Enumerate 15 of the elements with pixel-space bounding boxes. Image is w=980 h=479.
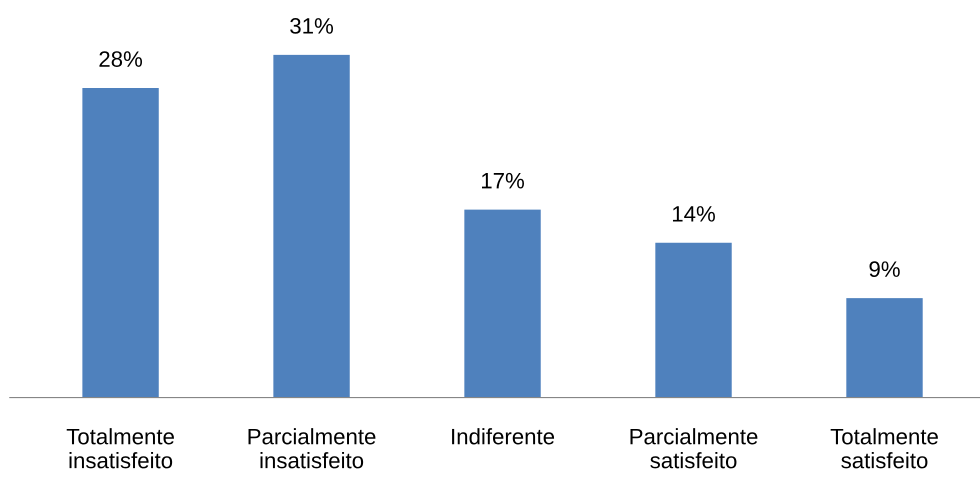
data-label: 17% xyxy=(482,172,524,188)
x-tick-label: Totalmente satisfeito xyxy=(830,428,938,468)
data-label: 28% xyxy=(99,51,142,67)
data-label: 31% xyxy=(290,18,334,34)
bar xyxy=(846,298,923,398)
x-tick-label: Parcialmente satisfeito xyxy=(630,428,758,468)
bar xyxy=(464,210,541,398)
bar xyxy=(273,54,350,398)
bar xyxy=(82,88,159,398)
x-tick-label: Totalmente insatisfeito xyxy=(66,428,174,468)
bar xyxy=(655,242,732,398)
data-label: 9% xyxy=(869,261,900,278)
data-label: 14% xyxy=(672,206,715,222)
x-tick-label: Parcialmente insatisfeito xyxy=(248,428,376,468)
x-tick-label: Indiferente xyxy=(452,428,554,444)
